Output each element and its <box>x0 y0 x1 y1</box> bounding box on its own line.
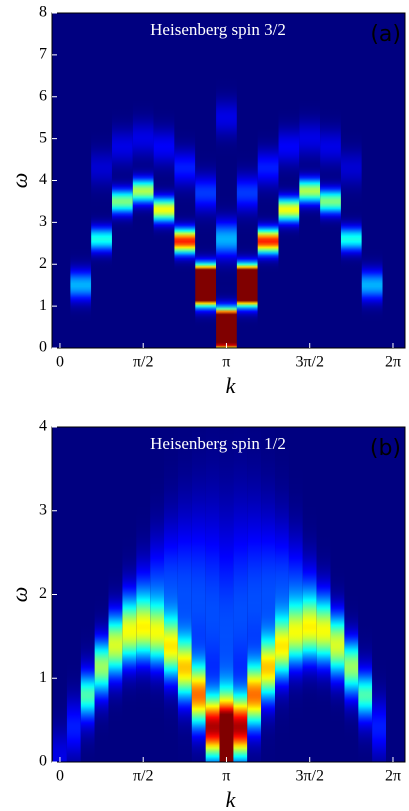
spectral-column <box>261 427 276 762</box>
spectral-column <box>111 13 133 348</box>
x-tick-label: 3π/2 <box>295 768 324 785</box>
spectral-column <box>80 427 95 762</box>
y-tick-label: 1 <box>39 297 47 314</box>
spectral-column <box>361 13 383 348</box>
spectral-column <box>278 13 300 348</box>
y-tick-label: 0 <box>39 753 47 770</box>
y-tick-label: 5 <box>39 129 47 146</box>
x-tick-label: 3π/2 <box>295 354 324 371</box>
spectral-column <box>122 427 137 762</box>
spectral-column <box>177 427 192 762</box>
spectral-column <box>219 427 234 762</box>
y-tick-label: 3 <box>39 501 47 518</box>
y-tick-label: 0 <box>39 339 47 356</box>
spectral-column <box>340 13 362 348</box>
spectral-column <box>136 427 151 762</box>
y-tick-label: 2 <box>39 585 47 602</box>
spectral-column <box>302 427 317 762</box>
plot-area <box>52 427 405 762</box>
spectral-column <box>257 13 279 348</box>
chart-title: Heisenberg spin 1/2 <box>150 434 286 453</box>
spectral-column <box>174 13 196 348</box>
spectral-column <box>153 13 175 348</box>
x-tick-label: π <box>222 768 230 785</box>
spectral-column <box>247 427 262 762</box>
spectral-column <box>236 13 258 348</box>
spectral-column <box>164 427 178 762</box>
spectral-column <box>132 13 154 348</box>
x-tick-label: 2π <box>385 354 401 371</box>
spectral-column <box>275 427 289 762</box>
spectral-column <box>330 427 345 762</box>
spectral-column <box>358 427 373 762</box>
y-tick-label: 8 <box>39 4 47 21</box>
y-tick-label: 4 <box>39 418 47 435</box>
spectral-column <box>344 427 359 762</box>
spectral-column <box>94 427 109 762</box>
spectral-column <box>91 13 112 348</box>
y-tick-label: 3 <box>39 213 47 230</box>
spectral-column <box>195 13 217 348</box>
chart-title: Heisenberg spin 3/2 <box>150 20 286 39</box>
panel-label: (a) <box>370 22 401 47</box>
y-tick-label: 4 <box>39 171 47 188</box>
y-tick-label: 1 <box>39 669 47 686</box>
spectral-column <box>150 427 165 762</box>
x-tick-label: π <box>222 354 230 371</box>
x-tick-label: 0 <box>56 354 64 371</box>
y-tick-label: 2 <box>39 255 47 272</box>
spectral-column <box>372 427 386 762</box>
x-axis-label: k <box>226 373 237 398</box>
spectral-column <box>191 427 206 762</box>
spectral-column <box>316 427 331 762</box>
spectral-column <box>66 427 81 762</box>
panel-label: (b) <box>370 436 401 461</box>
x-tick-label: 0 <box>56 768 64 785</box>
spectral-column <box>205 427 220 762</box>
x-tick-label: π/2 <box>133 354 154 371</box>
plot-area <box>52 13 405 348</box>
spectral-column <box>70 13 92 348</box>
spectral-column <box>233 427 248 762</box>
y-tick-label: 6 <box>39 87 47 104</box>
y-axis-label: ω <box>7 587 32 603</box>
y-tick-label: 7 <box>39 46 47 63</box>
spectral-column <box>320 13 341 348</box>
spectral-column <box>216 13 237 348</box>
x-axis-label: k <box>226 787 237 811</box>
x-tick-label: 2π <box>385 768 401 785</box>
x-tick-label: π/2 <box>133 768 154 785</box>
spectral-column <box>299 13 321 348</box>
y-axis-label: ω <box>7 173 32 189</box>
spectral-column <box>108 427 123 762</box>
spectral-column <box>288 427 303 762</box>
